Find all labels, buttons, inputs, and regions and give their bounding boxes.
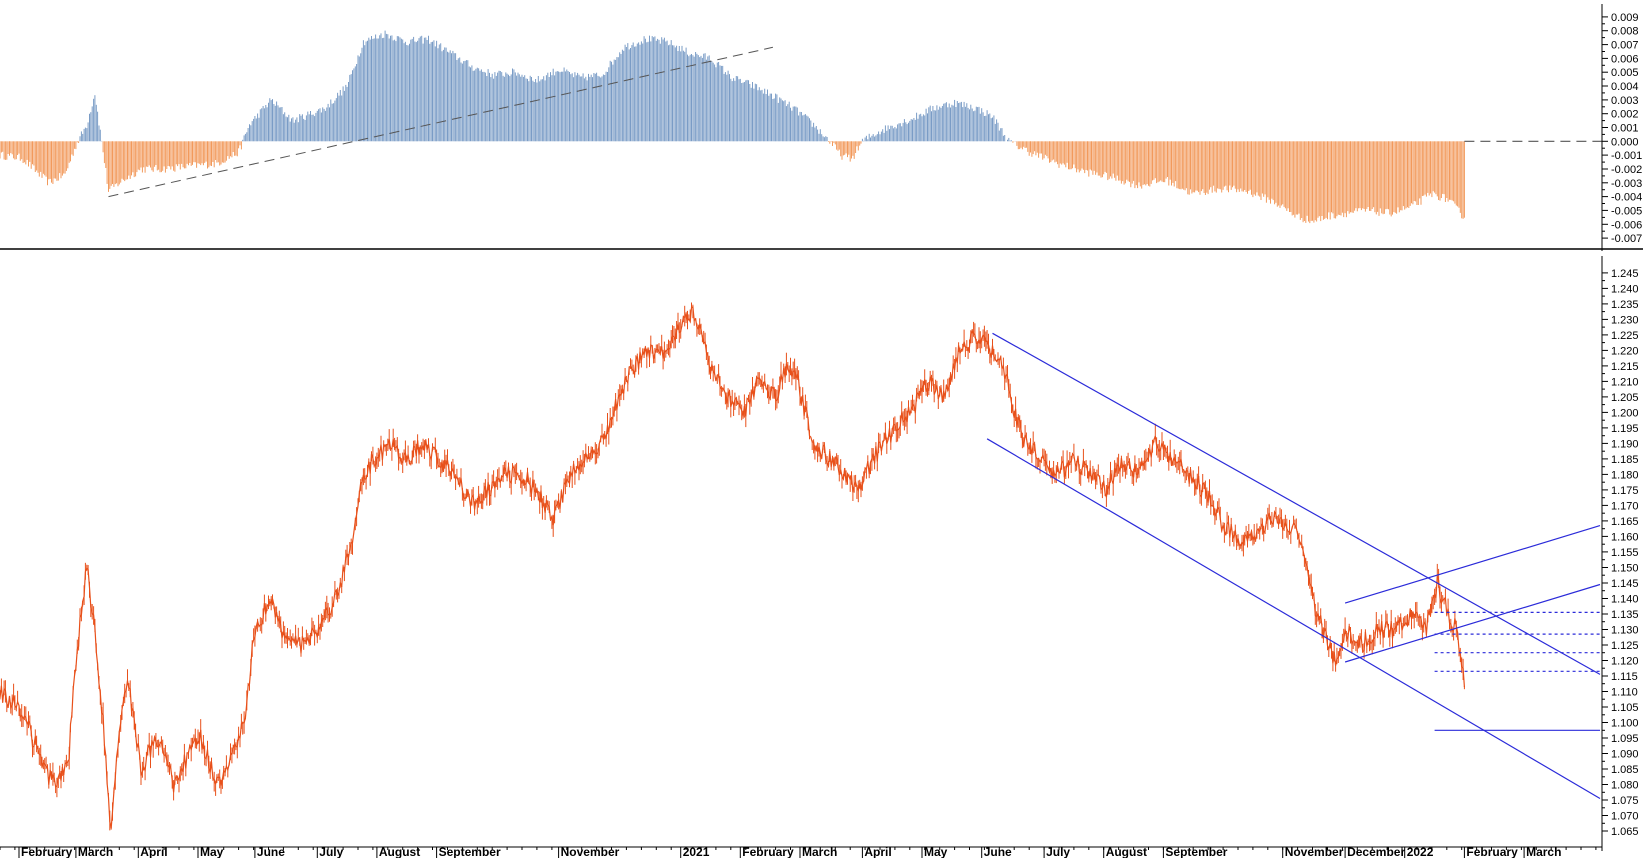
price-y-tick-label: 1.220 bbox=[1611, 345, 1639, 357]
x-tick-label: December bbox=[1347, 845, 1405, 858]
price-y-tick-label: 1.130 bbox=[1611, 625, 1639, 637]
x-tick-label: May bbox=[200, 845, 224, 858]
price-y-tick-label: 1.100 bbox=[1611, 718, 1639, 730]
x-tick-label: April bbox=[140, 845, 167, 858]
price-y-tick-label: 1.165 bbox=[1611, 516, 1639, 528]
x-axis: February March April May June July August Septe… bbox=[0, 845, 1602, 858]
oscillator-y-tick-label: 0.005 bbox=[1611, 67, 1639, 79]
oscillator-y-tick-label: 0.007 bbox=[1611, 40, 1639, 52]
x-tick-label: May bbox=[924, 845, 948, 858]
price-y-tick-label: 1.235 bbox=[1611, 299, 1639, 311]
price-y-tick-label: 1.145 bbox=[1611, 578, 1639, 590]
price-y-tick-label: 1.160 bbox=[1611, 531, 1639, 543]
oscillator-y-tick-label: -0.001 bbox=[1611, 150, 1642, 162]
price-y-tick-label: 1.090 bbox=[1611, 749, 1639, 761]
price-y-tick-label: 1.215 bbox=[1611, 361, 1639, 373]
price-trendline bbox=[986, 438, 1601, 800]
oscillator-y-tick-label: -0.005 bbox=[1611, 205, 1642, 217]
x-tick-label: April bbox=[864, 845, 891, 858]
price-y-tick-label: 1.155 bbox=[1611, 547, 1639, 559]
oscillator-y-tick-label: 0.009 bbox=[1611, 12, 1639, 24]
x-tick-label: March bbox=[1526, 845, 1561, 858]
price-y-tick-label: 1.180 bbox=[1611, 469, 1639, 481]
x-tick-label: July bbox=[319, 845, 343, 858]
price-y-tick-label: 1.170 bbox=[1611, 500, 1639, 512]
x-tick-label: February bbox=[742, 845, 794, 858]
price-y-tick-label: 1.225 bbox=[1611, 330, 1639, 342]
oscillator-y-tick-label: 0.008 bbox=[1611, 26, 1639, 38]
price-y-tick-label: 1.190 bbox=[1611, 438, 1639, 450]
price-y-tick-label: 1.065 bbox=[1611, 826, 1639, 838]
price-line bbox=[0, 305, 1465, 829]
price-trendlines bbox=[986, 332, 1601, 800]
price-y-axis: 1.245 1.240 1.235 1.230 1.225 1.220 1.215 1.210… bbox=[1601, 256, 1639, 851]
price-y-tick-label: 1.080 bbox=[1611, 780, 1639, 792]
price-y-tick-label: 1.185 bbox=[1611, 454, 1639, 466]
price-y-tick-label: 1.230 bbox=[1611, 314, 1639, 326]
price-y-tick-label: 1.210 bbox=[1611, 376, 1639, 388]
price-y-tick-label: 1.175 bbox=[1611, 485, 1639, 497]
oscillator-y-tick-label: 0.003 bbox=[1611, 95, 1639, 107]
price-y-tick-label: 1.075 bbox=[1611, 795, 1639, 807]
price-y-tick-label: 1.110 bbox=[1611, 687, 1638, 699]
oscillator-y-tick-label: -0.004 bbox=[1611, 192, 1642, 204]
x-tick-label: 2021 bbox=[683, 845, 710, 858]
price-y-tick-label: 1.150 bbox=[1611, 563, 1639, 575]
x-tick-label: February bbox=[21, 845, 73, 858]
x-tick-label: August bbox=[379, 845, 420, 858]
oscillator-y-tick-label: 0.001 bbox=[1611, 123, 1639, 135]
x-tick-label: September bbox=[439, 845, 501, 858]
price-y-tick-label: 1.240 bbox=[1611, 283, 1639, 295]
price-trendline bbox=[992, 332, 1601, 675]
price-y-tick-label: 1.125 bbox=[1611, 640, 1639, 652]
oscillator-lines bbox=[108, 46, 1602, 198]
oscillator-trendline bbox=[108, 46, 774, 198]
oscillator-y-tick-label: -0.002 bbox=[1611, 164, 1642, 176]
x-tick-label: July bbox=[1046, 845, 1070, 858]
price-y-tick-label: 1.195 bbox=[1611, 423, 1639, 435]
x-tick-label: August bbox=[1106, 845, 1147, 858]
price-y-tick-label: 1.085 bbox=[1611, 764, 1639, 776]
oscillator-y-tick-label: 0.006 bbox=[1611, 53, 1639, 65]
price-y-tick-label: 1.200 bbox=[1611, 407, 1639, 419]
price-y-tick-label: 1.095 bbox=[1611, 733, 1639, 745]
x-tick-label: September bbox=[1165, 845, 1227, 858]
oscillator-y-tick-label: -0.007 bbox=[1611, 233, 1642, 245]
x-tick-label: June bbox=[257, 845, 285, 858]
price-y-tick-label: 1.205 bbox=[1611, 392, 1639, 404]
price-y-tick-label: 1.070 bbox=[1611, 811, 1639, 823]
oscillator-bars bbox=[0, 30, 1465, 224]
price-y-tick-label: 1.140 bbox=[1611, 594, 1639, 606]
price-trendline bbox=[1344, 583, 1601, 663]
x-tick-label: February bbox=[1466, 845, 1518, 858]
x-tick-label: June bbox=[984, 845, 1012, 858]
oscillator-y-tick-label: -0.006 bbox=[1611, 219, 1642, 231]
price-trendline bbox=[1344, 525, 1601, 604]
oscillator-y-tick-label: 0.002 bbox=[1611, 109, 1639, 121]
x-tick-label: March bbox=[802, 845, 837, 858]
price-y-tick-label: 1.105 bbox=[1611, 702, 1639, 714]
x-tick-label: November bbox=[1285, 845, 1344, 858]
oscillator-y-tick-label: 0.000 bbox=[1611, 136, 1639, 148]
oscillator-y-tick-label: -0.003 bbox=[1611, 178, 1642, 190]
price-y-tick-label: 1.115 bbox=[1611, 671, 1638, 683]
oscillator-y-tick-label: 0.004 bbox=[1611, 81, 1639, 93]
price-series bbox=[0, 302, 1465, 831]
price-y-tick-label: 1.245 bbox=[1611, 268, 1639, 280]
price-y-tick-label: 1.120 bbox=[1611, 656, 1639, 668]
x-tick-label: 2022 bbox=[1407, 845, 1434, 858]
x-tick-label: March bbox=[78, 845, 113, 858]
price-y-tick-label: 1.135 bbox=[1611, 609, 1639, 621]
x-tick-label: November bbox=[561, 845, 620, 858]
